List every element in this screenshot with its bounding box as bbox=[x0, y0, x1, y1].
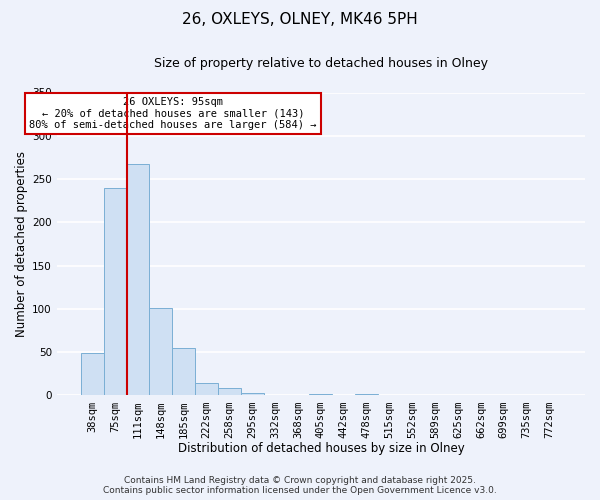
Bar bbox=[195, 384, 218, 396]
Text: Contains HM Land Registry data © Crown copyright and database right 2025.
Contai: Contains HM Land Registry data © Crown c… bbox=[103, 476, 497, 495]
Bar bbox=[241, 393, 264, 396]
Text: 26, OXLEYS, OLNEY, MK46 5PH: 26, OXLEYS, OLNEY, MK46 5PH bbox=[182, 12, 418, 28]
Bar bbox=[355, 394, 378, 396]
Bar bbox=[149, 308, 172, 396]
Bar bbox=[218, 388, 241, 396]
Bar bbox=[81, 353, 104, 396]
Title: Size of property relative to detached houses in Olney: Size of property relative to detached ho… bbox=[154, 58, 488, 70]
Bar bbox=[538, 394, 561, 396]
X-axis label: Distribution of detached houses by size in Olney: Distribution of detached houses by size … bbox=[178, 442, 464, 455]
Bar bbox=[127, 164, 149, 396]
Bar bbox=[310, 394, 332, 396]
Bar bbox=[172, 348, 195, 396]
Bar bbox=[104, 188, 127, 396]
Y-axis label: Number of detached properties: Number of detached properties bbox=[15, 151, 28, 337]
Text: 26 OXLEYS: 95sqm
← 20% of detached houses are smaller (143)
80% of semi-detached: 26 OXLEYS: 95sqm ← 20% of detached house… bbox=[29, 97, 317, 130]
